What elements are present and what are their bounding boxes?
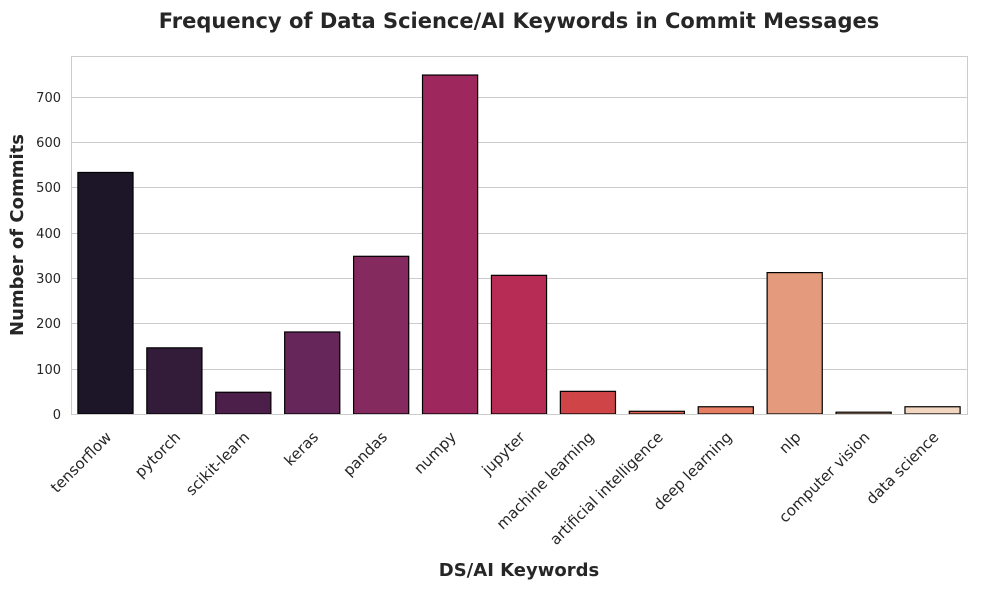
x-tick-label: pandas	[340, 428, 392, 480]
bar-keras	[284, 331, 341, 415]
x-tick-label: nlp	[775, 428, 804, 457]
x-axis-label: DS/AI Keywords	[439, 560, 599, 581]
y-tick-label: 600	[36, 136, 61, 151]
y-tick-label: 300	[36, 272, 61, 287]
x-tick-label: keras	[281, 428, 323, 470]
bars	[77, 74, 961, 415]
x-tick-label: pytorch	[131, 428, 184, 481]
chart-title: Frequency of Data Science/AI Keywords in…	[159, 9, 879, 33]
bar-jupyter	[490, 274, 548, 415]
y-tick-label: 400	[36, 227, 61, 242]
bar-nlp	[766, 272, 823, 415]
x-tick-label: numpy	[410, 428, 460, 478]
bar-tensorflow	[77, 171, 134, 415]
x-tick-label: scikit-learn	[182, 428, 253, 499]
y-tick-label: 500	[36, 181, 61, 196]
y-tick-label: 100	[36, 363, 61, 378]
plot-frame	[71, 56, 968, 415]
bar-pytorch	[146, 347, 203, 415]
y-tick-labels: 0 100 200 300 400 500 600 700	[36, 91, 61, 423]
bar-deep-learning	[697, 406, 754, 415]
x-tick-label: data science	[862, 428, 942, 508]
bar-artificial-intelligence	[628, 410, 686, 415]
bar-pandas	[352, 255, 410, 415]
y-tick-label: 200	[36, 317, 61, 332]
x-tick-label: jupyter	[478, 428, 530, 480]
bar-machine-learning	[559, 390, 617, 415]
x-tick-label: artificial intelligence	[546, 428, 667, 549]
bar-computer-vision	[835, 411, 892, 415]
x-tick-label: tensorflow	[47, 428, 115, 496]
bar-numpy	[421, 74, 479, 415]
y-tick-label: 700	[36, 91, 61, 106]
bar-scikit-learn	[215, 391, 272, 415]
y-tick-label: 0	[53, 408, 61, 423]
y-axis-label: Number of Commits	[7, 134, 28, 336]
bar-data-science	[904, 406, 961, 415]
